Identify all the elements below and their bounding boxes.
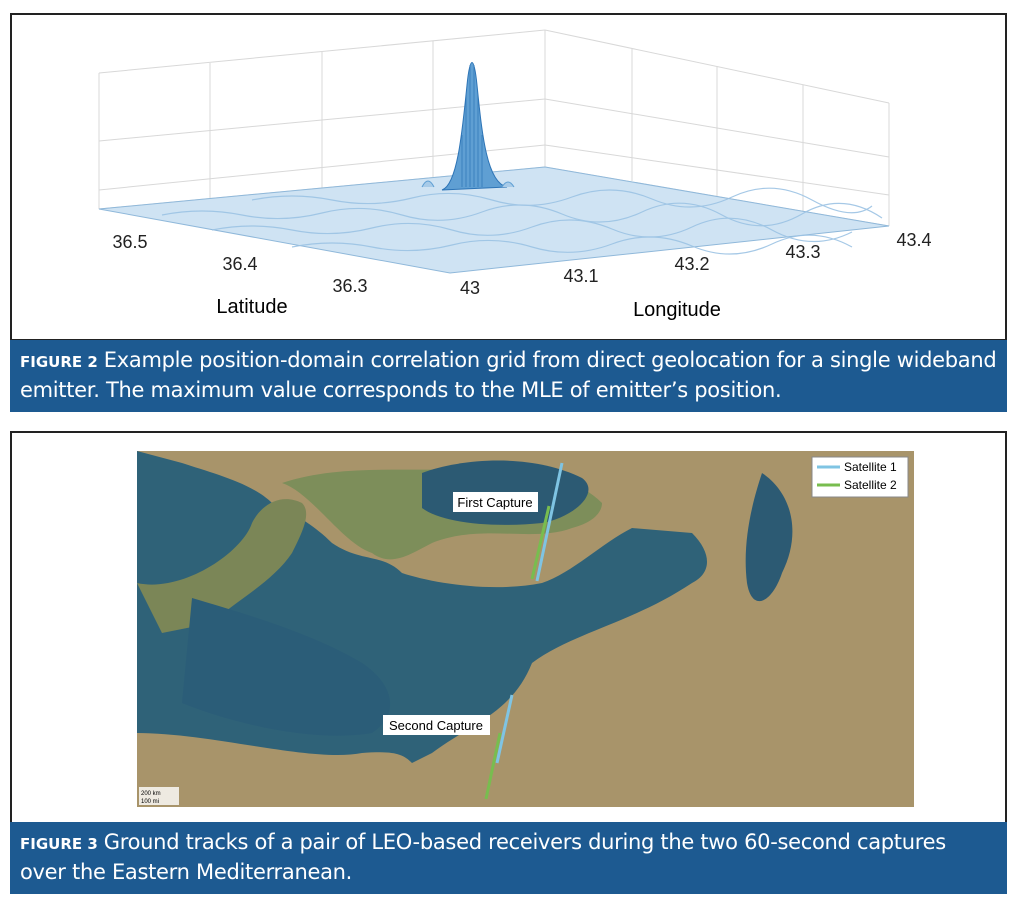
x-axis-label: Latitude xyxy=(216,296,287,318)
figure-3-caption: FIGURE 3 Ground tracks of a pair of LEO-b… xyxy=(10,822,1007,894)
figure-label: FIGURE 3 xyxy=(20,835,98,853)
tick-label: 43.3 xyxy=(785,242,820,262)
tick-label: 43.2 xyxy=(674,254,709,274)
surface xyxy=(98,166,890,274)
figure-2-caption: FIGURE 2 Example position-domain correlat… xyxy=(10,340,1007,412)
tick-label: 43.4 xyxy=(896,230,931,250)
legend-entry: Satellite 1 xyxy=(844,460,897,474)
y-axis-label: Longitude xyxy=(633,299,721,321)
figure-label: FIGURE 2 xyxy=(20,353,98,371)
tick-label: 36.3 xyxy=(332,276,367,296)
figure-2-box: 36.5 36.4 36.3 43 43.1 43.2 43.3 43.4 Latitude … xyxy=(10,13,1007,341)
caption-text: Example position-domain correlation grid… xyxy=(20,348,997,402)
annotation: Second Capture xyxy=(389,718,483,733)
tick-label: 36.4 xyxy=(222,254,257,274)
peak xyxy=(441,62,508,191)
legend-entry: Satellite 2 xyxy=(844,478,897,492)
tick-label: 43 xyxy=(460,278,480,298)
scale-label: 200 km xyxy=(141,791,161,797)
tick-label: 36.5 xyxy=(112,232,147,252)
figure-3-box: First Capture Second Capture Satellite 1… xyxy=(10,431,1007,824)
tick-label: 43.1 xyxy=(563,266,598,286)
annotation: First Capture xyxy=(457,495,532,510)
scale-label: 100 mi xyxy=(141,799,159,805)
legend xyxy=(811,456,909,498)
map: First Capture Second Capture Satellite 1… xyxy=(137,451,914,807)
caption-text: Ground tracks of a pair of LEO-based rec… xyxy=(20,830,946,884)
